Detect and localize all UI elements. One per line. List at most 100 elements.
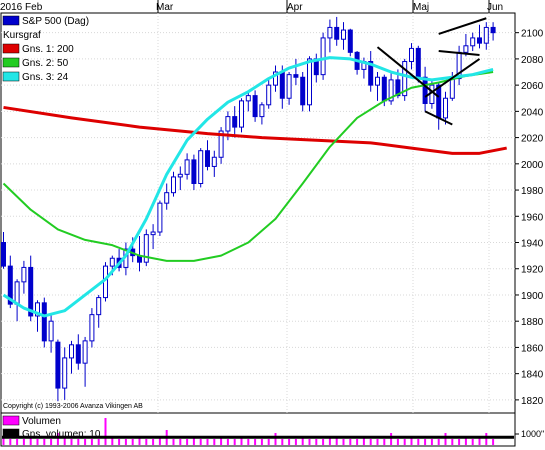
candle-body [266, 84, 272, 106]
candle-body [320, 37, 326, 76]
y-tick-label: 1880 [521, 317, 544, 328]
legend-swatch-ma200 [2, 43, 20, 54]
candle-body [415, 47, 421, 78]
candle-body [483, 26, 489, 44]
candle-body [286, 74, 292, 99]
candle-body [245, 95, 251, 102]
candle-body [470, 37, 476, 47]
moving-average-line [2, 71, 494, 262]
legend-label-volume: Volumen [22, 416, 61, 427]
candle-body [55, 341, 61, 389]
candle-body [96, 297, 102, 316]
legend-label-ma200: Gns. 1: 200 [22, 44, 74, 55]
y-tick-label: 2060 [521, 81, 544, 92]
volume-pane-frame [0, 412, 516, 447]
y-tick-label: 1820 [521, 396, 544, 407]
candle-body [232, 116, 238, 128]
candle-body [28, 266, 34, 317]
candle-body [198, 150, 204, 184]
candle-body [157, 202, 163, 233]
candle-body [307, 58, 312, 106]
y-tick-label: 1960 [521, 212, 544, 223]
candle-body [402, 61, 408, 97]
candle-body [14, 281, 20, 305]
y-tick-label: 1840 [521, 370, 544, 381]
candle-body [1, 242, 6, 267]
candle-body [69, 344, 74, 359]
y-tick-label: 1860 [521, 343, 544, 354]
y-tick-label: 2020 [521, 134, 544, 145]
candle-body [225, 116, 231, 132]
trendline [376, 46, 440, 98]
candle-body [205, 150, 210, 167]
candle-body [171, 176, 176, 194]
candle-body [82, 340, 88, 364]
candle-body [211, 156, 217, 167]
candle-body [273, 71, 278, 86]
y-tick-label: 1920 [521, 265, 544, 276]
moving-average-line [3, 105, 507, 155]
x-tick-label: Jun [487, 2, 503, 13]
candle-body [409, 47, 414, 63]
candle-body [259, 104, 265, 118]
candle-body [279, 71, 285, 99]
candle-body [62, 357, 68, 389]
candle-body [347, 29, 353, 53]
y-tick-label: 1940 [521, 239, 544, 250]
candle-body [218, 130, 224, 158]
candle-body [164, 192, 170, 204]
y-tick-label: 1980 [521, 186, 544, 197]
legend-swatch-volume-avg [2, 428, 20, 439]
x-tick-label: Apr [287, 2, 303, 13]
candlestick-series [1, 16, 496, 402]
candle-body [422, 76, 428, 104]
legend-label-volume-avg: Gns. volumen: 10 [22, 429, 101, 440]
legend-swatch-ma24 [2, 71, 20, 82]
candle-body [388, 79, 394, 102]
trendline [438, 50, 480, 56]
candle-body [7, 265, 13, 305]
candle-body [75, 344, 81, 364]
candle-body [341, 29, 346, 40]
copyright-text: Copyright (c) 1993-2006 Avanza Vikingen … [3, 403, 143, 410]
candle-body [21, 266, 27, 283]
y-tick-label: 2080 [521, 55, 544, 66]
candle-body [239, 100, 244, 128]
y-tick-label: 1900 [521, 291, 544, 302]
legend-swatch-ma50 [2, 57, 20, 68]
legend-label-sp500: S&P 500 (Dag) [22, 16, 89, 27]
y-tick-label: 2000 [521, 160, 544, 171]
volume-legend: Volumen Gns. volumen: 10 [2, 415, 101, 440]
candle-body [41, 302, 47, 342]
legend-swatch-volume [2, 415, 20, 426]
legend-swatch-sp500 [2, 15, 20, 26]
candle-body [48, 320, 54, 342]
candle-body [375, 76, 380, 86]
x-tick-label: Maj [413, 2, 429, 13]
y-tick-label: 2040 [521, 107, 544, 118]
trendline [424, 58, 481, 98]
candle-body [443, 97, 448, 119]
candle-body [477, 37, 482, 44]
legend-label-ma24: Gns. 3: 24 [22, 72, 69, 83]
legend: S&P 500 (Dag) Kursgraf Gns. 1: 200 Gns. … [2, 15, 89, 83]
x-tick-label: Mar [156, 2, 174, 13]
x-axis: 2016 Feb Mar Apr Maj Jun [0, 2, 503, 13]
candle-body [327, 26, 333, 39]
candle-body [293, 74, 299, 78]
candle-body [184, 159, 190, 175]
candle-body [490, 26, 496, 34]
moving-average-line [2, 56, 494, 318]
candle-body [89, 314, 95, 342]
candle-body [334, 26, 340, 40]
volume-y-tick-label: 1000" [521, 429, 544, 439]
x-tick-label: 2016 Feb [0, 2, 43, 13]
candle-body [395, 79, 401, 97]
moving-average-lines [2, 56, 507, 318]
candle-body [463, 45, 469, 53]
y-tick-label: 2100 [521, 29, 544, 40]
legend-label-ma50: Gns. 2: 50 [22, 58, 69, 69]
candle-body [191, 159, 197, 184]
y-axis: 1820 1840 1860 1880 1900 1920 1940 1960 1980 2000… [515, 29, 544, 407]
